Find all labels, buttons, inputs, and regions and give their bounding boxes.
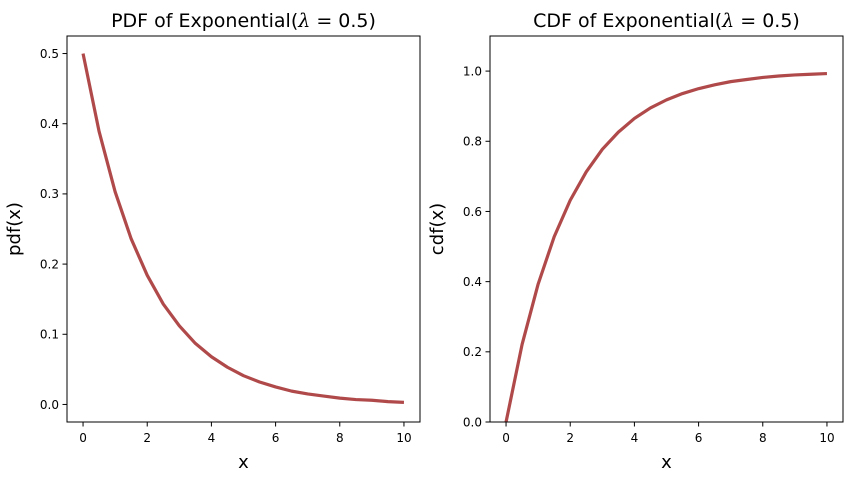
pdf-x-tick-label: 6	[272, 431, 280, 445]
cdf-title-suffix: = 0.5)	[734, 10, 800, 32]
cdf-series-line	[504, 71, 828, 423]
cdf-chart: 0 2 4 6 8 10 0.0 0.2 0.4 0.6 0.8 1.0 x cdf(x) CDF of E…	[427, 10, 844, 473]
cdf-y-tick-label: 0.2	[463, 345, 482, 359]
pdf-x-tick-label: 2	[143, 431, 151, 445]
cdf-x-tick-label: 10	[819, 431, 834, 445]
pdf-y-tick-label: 0.4	[40, 117, 59, 131]
pdf-y-tick-label: 0.0	[40, 398, 59, 412]
pdf-title-lambda: λ	[297, 10, 310, 32]
cdf-x-tick-label: 4	[631, 431, 639, 445]
pdf-y-axis-label: pdf(x)	[4, 202, 25, 256]
cdf-y-tick-label: 0.8	[463, 135, 482, 149]
pdf-axes-frame	[66, 35, 421, 423]
pdf-x-tick-label: 0	[79, 431, 87, 445]
cdf-chart-title: CDF of Exponential(λ = 0.5)	[533, 10, 800, 32]
cdf-x-tick-label: 8	[759, 431, 767, 445]
cdf-y-tick-label: 0.6	[463, 205, 482, 219]
cdf-axes-frame	[489, 35, 844, 423]
pdf-x-tick-label: 4	[208, 431, 216, 445]
pdf-x-tick-label: 10	[396, 431, 411, 445]
cdf-y-tick-label: 1.0	[463, 64, 482, 78]
cdf-x-axis-label: x	[661, 452, 672, 473]
cdf-y-tick-label: 0.0	[463, 415, 482, 429]
pdf-y-tick-label: 0.2	[40, 257, 59, 271]
cdf-y-tick-label: 0.4	[463, 275, 482, 289]
pdf-title-prefix: PDF of Exponential(	[111, 10, 298, 32]
cdf-x-tick-label: 2	[566, 431, 574, 445]
cdf-title-lambda: λ	[721, 10, 734, 32]
cdf-title-prefix: CDF of Exponential(	[533, 10, 722, 32]
pdf-x-tick-label: 8	[336, 431, 344, 445]
pdf-y-tick-label: 0.1	[40, 328, 59, 342]
pdf-x-axis-label: x	[238, 452, 249, 473]
pdf-series-line	[81, 53, 405, 404]
cdf-x-tick-label: 0	[502, 431, 510, 445]
pdf-title-suffix: = 0.5)	[310, 10, 376, 32]
cdf-x-tick-label: 6	[695, 431, 703, 445]
pdf-chart-title: PDF of Exponential(λ = 0.5)	[111, 10, 376, 32]
pdf-chart: 0 2 4 6 8 10 0.0 0.1 0.2 0.3 0.4 0.5 x pdf(x) PDF of E…	[4, 10, 421, 473]
pdf-y-tick-label: 0.3	[40, 187, 59, 201]
cdf-y-axis-label: cdf(x)	[427, 203, 448, 255]
pdf-y-tick-label: 0.5	[40, 47, 59, 61]
